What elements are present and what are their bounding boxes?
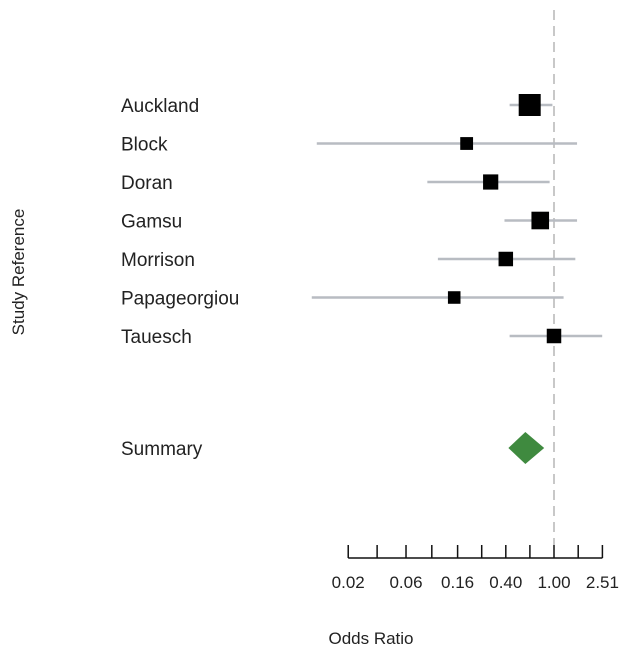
x-axis-label: Odds Ratio	[328, 629, 413, 648]
effect-box	[483, 174, 499, 190]
study-label: Tauesch	[121, 327, 192, 348]
effect-box	[447, 291, 461, 304]
y-axis-label: Study Reference	[9, 209, 28, 336]
study-label: Block	[121, 135, 168, 156]
study-label: Auckland	[121, 96, 199, 117]
summary-label: Summary	[121, 439, 203, 460]
study-row: Tauesch	[121, 327, 603, 348]
study-row: Morrison	[121, 250, 576, 271]
effect-box	[531, 211, 550, 230]
effect-box	[498, 251, 514, 267]
study-row: Doran	[121, 173, 550, 194]
effect-box	[546, 328, 562, 344]
study-row: Gamsu	[121, 211, 578, 233]
summary-diamond	[508, 432, 545, 464]
effect-box	[460, 137, 474, 150]
study-row: Block	[121, 135, 578, 156]
tick-label: 2.51	[586, 573, 619, 592]
tick-label: 0.40	[489, 573, 522, 592]
study-label: Gamsu	[121, 212, 182, 233]
summary-row: Summary	[121, 432, 545, 464]
study-rows: Auckland Block Doran Gamsu Morrison Papageorg…	[121, 94, 603, 348]
x-axis: 0.02 0.06 0.16 0.40 1.00 2.51	[332, 545, 619, 592]
study-label: Doran	[121, 173, 173, 194]
tick-label: 0.02	[332, 573, 365, 592]
effect-box	[518, 94, 541, 116]
tick-label: 0.16	[441, 573, 474, 592]
study-label: Morrison	[121, 250, 195, 271]
tick-label: 0.06	[389, 573, 422, 592]
study-label: Papageorgiou	[121, 289, 239, 310]
tick-label: 1.00	[537, 573, 570, 592]
study-row: Auckland	[121, 94, 553, 117]
study-row: Papageorgiou	[121, 289, 564, 310]
